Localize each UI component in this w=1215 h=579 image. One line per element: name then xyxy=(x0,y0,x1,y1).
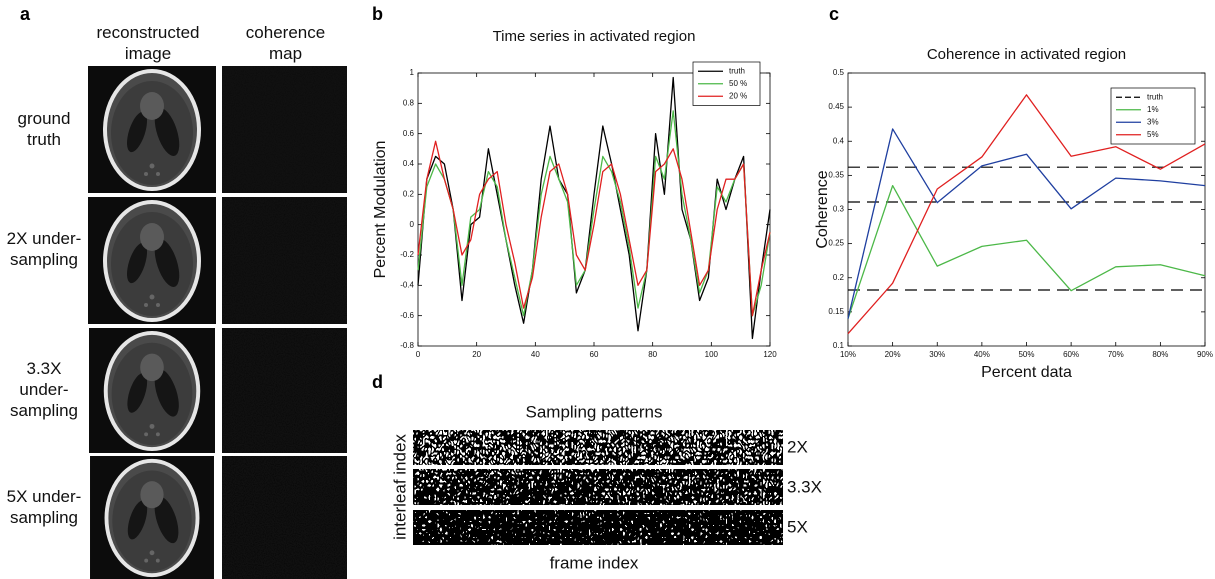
x-tick-label: 50% xyxy=(1018,350,1034,359)
row-label: ground truth xyxy=(17,109,71,149)
y-tick-label: 0.1 xyxy=(833,341,845,350)
x-tick-label: 100 xyxy=(705,350,719,359)
y-tick-label: 0.2 xyxy=(833,273,845,282)
legend-label: 20 % xyxy=(729,91,747,100)
y-tick-label: -0.2 xyxy=(400,250,414,259)
panel-label: c xyxy=(829,4,840,24)
x-tick-label: 10% xyxy=(840,350,856,359)
column-label: reconstructed image xyxy=(96,23,200,63)
pattern-label: 3.3X xyxy=(787,477,822,496)
y-tick-label: 0.6 xyxy=(403,129,415,138)
panel-a-images xyxy=(88,66,347,579)
x-tick-label: 90% xyxy=(1197,350,1213,359)
coherence-map xyxy=(222,197,347,324)
x-tick-label: 80% xyxy=(1152,350,1168,359)
pattern-label: 2X xyxy=(787,437,808,456)
y-tick-label: 0.8 xyxy=(403,98,415,107)
reconstructed-image xyxy=(88,197,216,324)
reconstructed-image xyxy=(88,328,216,453)
legend-label: 1% xyxy=(1147,105,1159,114)
column-label: coherence map xyxy=(245,23,326,63)
sampling-pattern xyxy=(413,430,783,465)
y-tick-label: -0.6 xyxy=(400,311,414,320)
series-line xyxy=(847,128,1206,319)
legend-label: 5% xyxy=(1147,130,1159,139)
panel-label: b xyxy=(372,4,383,24)
x-tick-label: 20 xyxy=(472,350,481,359)
y-tick-label: 0.35 xyxy=(828,170,844,179)
legend-label: 50 % xyxy=(729,79,747,88)
panel-d-patterns: Sampling patterns frame index interleaf … xyxy=(390,402,822,572)
x-tick-label: 120 xyxy=(763,350,777,359)
row-label: 3.3X under-sampling xyxy=(9,359,79,420)
reconstructed-image xyxy=(88,456,216,579)
coherence-map xyxy=(222,328,347,453)
row-label: 5X under-sampling xyxy=(6,487,82,527)
legend-label: truth xyxy=(1147,92,1163,101)
x-tick-label: 20% xyxy=(885,350,901,359)
coherence-map xyxy=(222,66,347,193)
x-tick-label: 60 xyxy=(590,350,599,359)
sampling-pattern xyxy=(413,469,783,505)
sampling-pattern xyxy=(413,510,783,545)
row-label: 2X under-sampling xyxy=(6,229,82,269)
coherence-map xyxy=(222,456,347,579)
pattern-label: 5X xyxy=(787,517,808,536)
y-tick-label: -0.4 xyxy=(400,280,414,289)
y-tick-label: 0.2 xyxy=(403,189,415,198)
series-line xyxy=(847,184,1206,319)
x-tick-label: 40% xyxy=(974,350,990,359)
legend-label: truth xyxy=(729,66,745,75)
panel-label: d xyxy=(372,372,383,392)
x-tick-label: 70% xyxy=(1108,350,1124,359)
y-tick-label: 0.5 xyxy=(833,68,845,77)
y-tick-label: 0.3 xyxy=(833,205,845,214)
y-tick-label: 1 xyxy=(410,68,415,77)
chart-title: Time series in activated region xyxy=(493,28,696,45)
x-tick-label: 80 xyxy=(648,350,657,359)
reconstructed-image xyxy=(88,66,216,193)
y-axis-label: Percent Modulation xyxy=(372,141,389,279)
x-axis-label: Percent data xyxy=(981,364,1072,381)
y-axis-label: interleaf index xyxy=(390,434,409,540)
y-tick-label: 0.4 xyxy=(833,136,845,145)
y-tick-label: 0.25 xyxy=(828,239,844,248)
chart-title: Coherence in activated region xyxy=(927,46,1126,63)
x-tick-label: 30% xyxy=(929,350,945,359)
y-tick-label: -0.8 xyxy=(400,341,414,350)
y-tick-label: 0 xyxy=(410,220,415,229)
series-line xyxy=(417,140,771,317)
pattern-title: Sampling patterns xyxy=(525,402,662,421)
legend-label: 3% xyxy=(1147,117,1159,126)
x-tick-label: 60% xyxy=(1063,350,1079,359)
x-axis-label: frame index xyxy=(550,553,639,572)
series-line xyxy=(847,94,1206,335)
y-tick-label: 0.15 xyxy=(828,307,844,316)
x-tick-label: 40 xyxy=(531,350,540,359)
panel-label: a xyxy=(20,4,31,24)
x-tick-label: 0 xyxy=(416,350,421,359)
y-axis-label: Coherence xyxy=(814,170,831,248)
y-tick-label: 0.4 xyxy=(403,159,415,168)
y-tick-label: 0.45 xyxy=(828,102,844,111)
